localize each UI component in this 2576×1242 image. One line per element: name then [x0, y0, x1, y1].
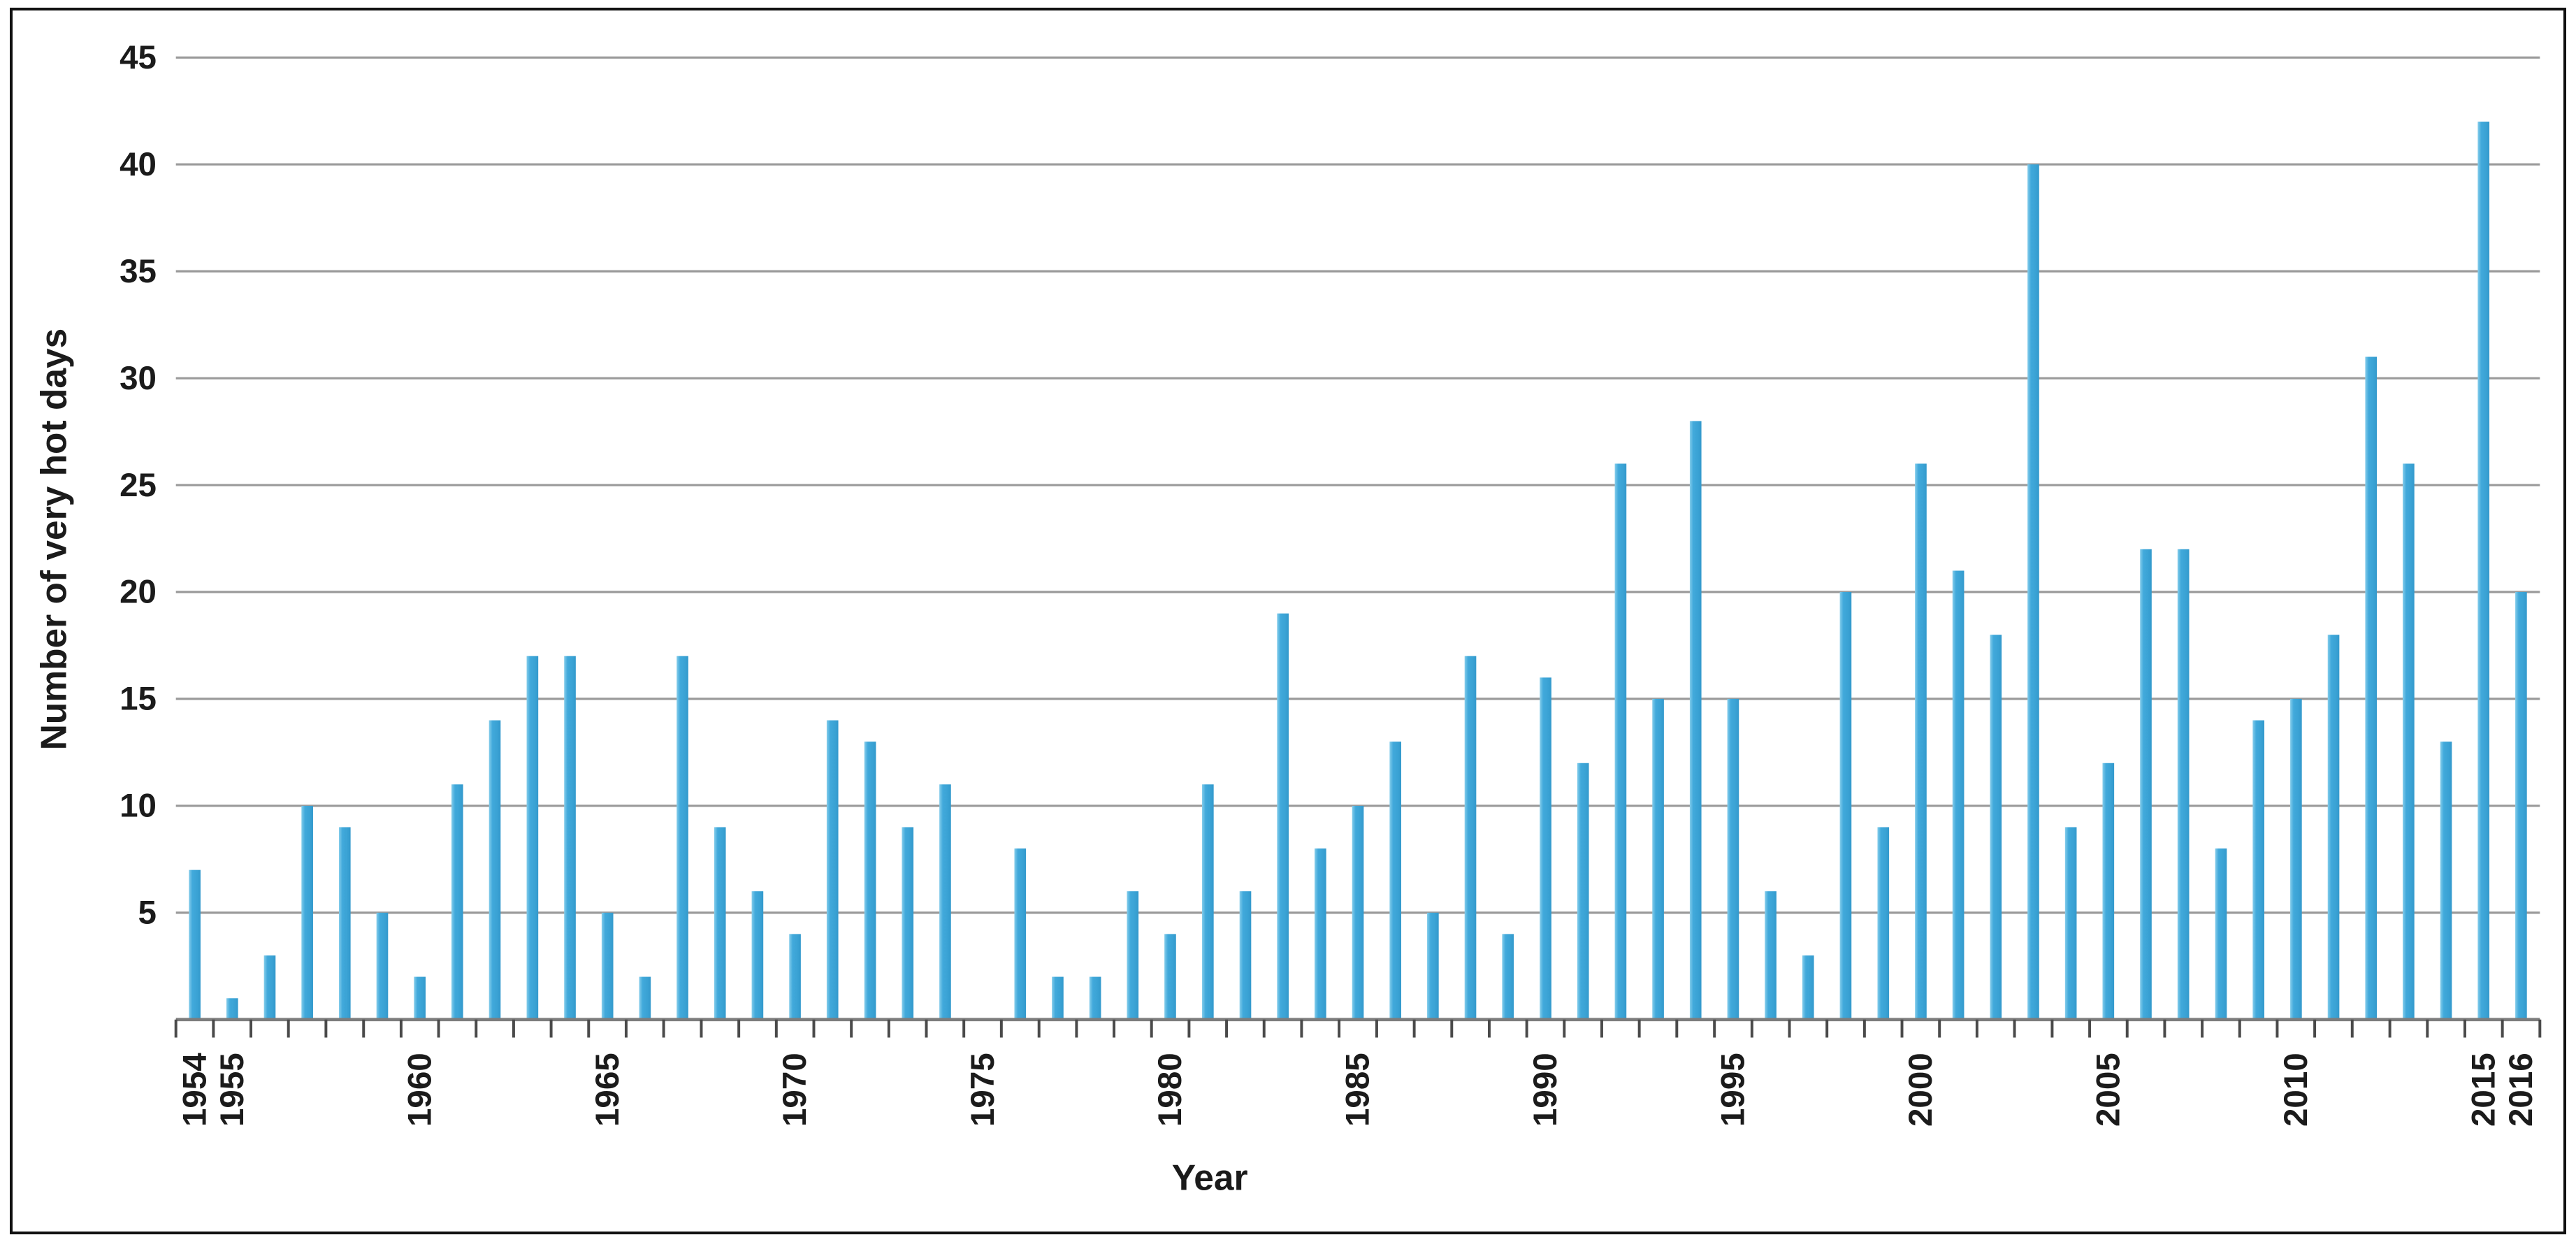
bar-1989 — [1502, 934, 1514, 1020]
bar-2009 — [2252, 720, 2265, 1020]
bar-1994 — [1689, 421, 1702, 1020]
bar-2000 — [1915, 463, 1927, 1020]
bar-2007 — [2177, 549, 2190, 1020]
bar-2004 — [2064, 827, 2077, 1020]
bar-1955 — [226, 998, 238, 1020]
bar-1961 — [451, 784, 463, 1020]
y-tick-label-35: 35 — [120, 253, 157, 290]
x-tick-label-1955: 1955 — [214, 1053, 251, 1127]
chart-frame: 5 10 15 20 25 30 35 40 45 1954 1955 1960 1965 1970 19… — [10, 8, 2566, 1234]
x-tick-label-1985: 1985 — [1340, 1053, 1377, 1127]
bar-1972 — [864, 742, 876, 1020]
bar-2002 — [1990, 635, 2002, 1020]
bar-1958 — [338, 827, 351, 1020]
bar-1999 — [1877, 827, 1890, 1020]
bar-1987 — [1427, 912, 1439, 1020]
bar-2016 — [2515, 591, 2527, 1020]
bar-1986 — [1389, 742, 1402, 1020]
bar-1974 — [939, 784, 951, 1020]
x-tick-label-1975: 1975 — [964, 1053, 1001, 1127]
x-tick-label-1990: 1990 — [1527, 1053, 1564, 1127]
y-tick-label-40: 40 — [120, 146, 157, 183]
x-tick-label-2010: 2010 — [2278, 1053, 2315, 1127]
bars — [189, 122, 2527, 1020]
bar-1981 — [1202, 784, 1214, 1020]
x-tick-label-1960: 1960 — [401, 1053, 438, 1127]
x-axis-title: Year — [1172, 1157, 1248, 1197]
x-tick-label-1954: 1954 — [176, 1053, 213, 1127]
x-tick-label-2000: 2000 — [1902, 1053, 1939, 1127]
bar-2005 — [2102, 763, 2115, 1020]
bar-1963 — [526, 656, 539, 1020]
bar-1964 — [564, 656, 576, 1020]
bar-1992 — [1614, 463, 1627, 1020]
bar-1956 — [263, 955, 276, 1020]
bar-1988 — [1464, 656, 1477, 1020]
bar-1996 — [1765, 891, 1777, 1020]
bar-1968 — [714, 827, 726, 1020]
y-tick-label-25: 25 — [120, 467, 157, 504]
bar-2015 — [2477, 122, 2490, 1020]
bar-1971 — [826, 720, 839, 1020]
bar-1982 — [1239, 891, 1252, 1020]
bar-1978 — [1089, 976, 1101, 1020]
bar-1976 — [1014, 848, 1027, 1020]
bar-1998 — [1839, 591, 1852, 1020]
bar-1973 — [902, 827, 914, 1020]
x-tick-label-1965: 1965 — [589, 1053, 626, 1127]
bar-1967 — [676, 656, 688, 1020]
y-tick-label-45: 45 — [120, 39, 157, 76]
bar-1962 — [489, 720, 501, 1020]
y-tick-label-30: 30 — [120, 360, 157, 397]
bar-1977 — [1052, 976, 1064, 1020]
bar-2010 — [2290, 698, 2302, 1020]
y-axis-tick-labels: 5 10 15 20 25 30 35 40 45 — [120, 39, 157, 932]
bar-1966 — [639, 976, 651, 1020]
x-axis-tick-labels: 1954 1955 1960 1965 1970 1975 1980 1985 1990 1995… — [176, 1053, 2540, 1127]
x-tick-label-2005: 2005 — [2090, 1053, 2127, 1127]
x-tick-label-1970: 1970 — [776, 1053, 813, 1127]
x-tick-label-2015: 2015 — [2465, 1053, 2502, 1127]
bar-1993 — [1652, 698, 1664, 1020]
bar-2008 — [2215, 848, 2227, 1020]
bar-2001 — [1952, 570, 1964, 1020]
bar-1965 — [601, 912, 614, 1020]
bar-1983 — [1277, 613, 1289, 1020]
y-tick-label-5: 5 — [138, 895, 157, 932]
bar-1997 — [1802, 955, 1814, 1020]
bar-2003 — [2027, 164, 2039, 1020]
bar-1980 — [1164, 934, 1176, 1020]
bar-1957 — [301, 805, 313, 1020]
bar-1970 — [789, 934, 801, 1020]
bar-1984 — [1315, 848, 1326, 1020]
bar-1979 — [1127, 891, 1139, 1020]
bar-1960 — [414, 976, 426, 1020]
x-tick-label-1995: 1995 — [1715, 1053, 1752, 1127]
bar-1990 — [1540, 677, 1551, 1020]
x-tick-label-1980: 1980 — [1152, 1053, 1189, 1127]
bar-1991 — [1577, 763, 1589, 1020]
bar-2006 — [2140, 549, 2152, 1020]
bar-2013 — [2403, 463, 2415, 1020]
x-axis-ticks — [174, 1019, 2542, 1038]
bar-1995 — [1727, 698, 1739, 1020]
bar-1969 — [751, 891, 764, 1020]
bar-1959 — [376, 912, 389, 1020]
bar-2011 — [2327, 635, 2340, 1020]
bar-2012 — [2365, 356, 2378, 1020]
bar-1985 — [1352, 805, 1364, 1020]
bar-1954 — [189, 869, 201, 1020]
y-tick-label-15: 15 — [120, 681, 157, 718]
y-axis-title: Number of very hot days — [33, 328, 73, 751]
y-tick-label-20: 20 — [120, 574, 157, 611]
x-tick-label-2016: 2016 — [2503, 1053, 2540, 1127]
y-tick-label-10: 10 — [120, 788, 157, 825]
bar-2014 — [2440, 742, 2452, 1020]
